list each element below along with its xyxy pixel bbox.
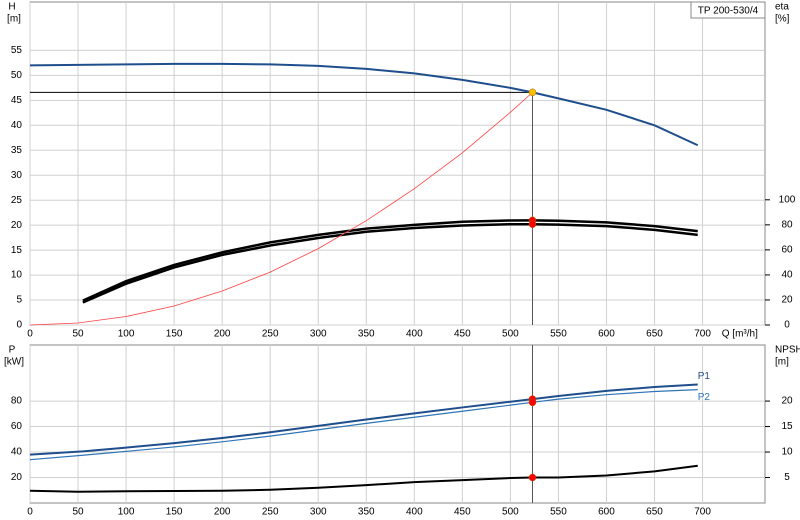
series-line — [82, 222, 698, 304]
x-tick-label: 400 — [406, 507, 423, 518]
operating-point — [528, 398, 537, 407]
y-tick-label: 35 — [11, 145, 23, 156]
x-tick-label: 700 — [694, 507, 711, 518]
x-tick-label: 100 — [118, 507, 135, 518]
y-axis-unit: [kW] — [4, 357, 24, 368]
y2-tick-label: 0 — [784, 320, 790, 331]
x-tick-label: 300 — [310, 507, 327, 518]
x-axis-label: Q [m³/h] — [722, 329, 758, 340]
y-tick-label: 15 — [11, 245, 23, 256]
y-tick-label: 5 — [16, 295, 22, 306]
y-tick-label: 20 — [11, 472, 23, 483]
y-tick-label: 50 — [11, 70, 23, 81]
y2-tick-label: 5 — [784, 472, 790, 483]
series-line — [29, 383, 698, 456]
y-tick-label: 30 — [11, 170, 23, 181]
y-tick-label: 45 — [11, 95, 23, 106]
y2-axis-unit: [%] — [775, 14, 790, 25]
y-tick-label: 55 — [11, 45, 23, 56]
y2-tick-label: 60 — [781, 245, 793, 256]
y-axis-label: H — [8, 2, 15, 13]
x-tick-label: 250 — [262, 507, 279, 518]
y2-tick-label: 10 — [781, 447, 793, 458]
x-tick-label: 300 — [310, 329, 327, 340]
x-tick-label: 50 — [72, 507, 84, 518]
x-tick-label: 600 — [598, 329, 615, 340]
x-tick-label: 500 — [502, 329, 519, 340]
x-tick-label: 550 — [550, 507, 567, 518]
y-tick-label: 60 — [11, 421, 23, 432]
x-tick-label: 400 — [406, 329, 423, 340]
x-tick-label: 250 — [262, 329, 279, 340]
y-tick-label: 80 — [11, 396, 23, 407]
y2-axis-label: eta — [775, 2, 789, 13]
series-label: P1 — [698, 371, 711, 382]
x-tick-label: 600 — [598, 507, 615, 518]
x-tick-label: 0 — [27, 329, 33, 340]
x-tick-label: 150 — [166, 507, 183, 518]
y-axis-unit: [m] — [7, 14, 21, 25]
operating-point — [528, 473, 537, 482]
x-tick-label: 450 — [454, 507, 471, 518]
series-line — [29, 464, 698, 493]
y-tick-label: 10 — [11, 270, 23, 281]
x-tick-label: 700 — [694, 329, 711, 340]
x-tick-label: 200 — [214, 329, 231, 340]
y2-tick-label: 80 — [781, 219, 793, 230]
y-tick-label: 20 — [11, 220, 23, 231]
y2-tick-label: 20 — [781, 396, 793, 407]
x-tick-label: 350 — [358, 507, 375, 518]
x-tick-label: 150 — [166, 329, 183, 340]
series-line — [29, 388, 698, 461]
x-tick-label: 0 — [27, 507, 33, 518]
y2-axis-label: NPSH — [775, 345, 800, 356]
x-tick-label: 500 — [502, 507, 519, 518]
series-line — [82, 219, 698, 302]
x-tick-label: 450 — [454, 329, 471, 340]
x-tick-label: 550 — [550, 329, 567, 340]
y-tick-label: 40 — [11, 447, 23, 458]
y2-tick-label: 40 — [781, 270, 793, 281]
x-tick-label: 50 — [72, 329, 84, 340]
y2-axis-unit: [m] — [775, 357, 789, 368]
chart-title: TP 200-530/4 — [698, 6, 759, 17]
y-axis-label: P — [9, 345, 16, 356]
x-tick-label: 200 — [214, 507, 231, 518]
series-label: P2 — [698, 392, 711, 403]
title-box — [690, 1, 766, 19]
y-tick-label: 40 — [11, 120, 23, 131]
y-tick-label: 25 — [11, 195, 23, 206]
operating-point — [528, 88, 537, 97]
plot-area — [29, 344, 766, 504]
y2-tick-label: 15 — [781, 421, 793, 432]
x-tick-label: 350 — [358, 329, 375, 340]
x-tick-label: 650 — [646, 507, 663, 518]
series-line — [29, 62, 699, 147]
x-tick-label: 650 — [646, 329, 663, 340]
y2-tick-label: 20 — [781, 295, 793, 306]
y-tick-label: 0 — [16, 320, 22, 331]
series-line — [29, 92, 533, 326]
operating-point — [528, 220, 537, 228]
y2-tick-label: 100 — [779, 194, 796, 205]
x-tick-label: 100 — [118, 329, 135, 340]
